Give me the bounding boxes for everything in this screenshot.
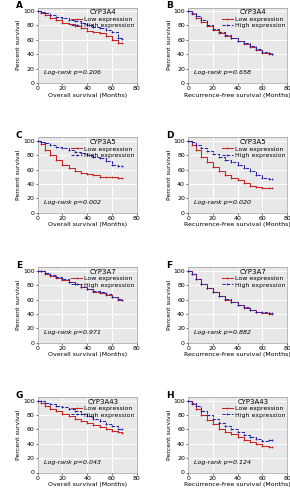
Legend: Low expression, High expression: Low expression, High expression — [221, 268, 286, 288]
Legend: Low expression, High expression: Low expression, High expression — [70, 268, 135, 288]
Text: H: H — [166, 391, 174, 400]
Text: Log-rank p=0.971: Log-rank p=0.971 — [44, 330, 101, 335]
X-axis label: Recurrence-free survival (Months): Recurrence-free survival (Months) — [184, 482, 290, 487]
Y-axis label: Percent survival: Percent survival — [167, 20, 172, 70]
Y-axis label: Percent survival: Percent survival — [167, 410, 172, 460]
Text: C: C — [16, 132, 23, 140]
Text: A: A — [16, 2, 23, 11]
Y-axis label: Percent survival: Percent survival — [17, 150, 21, 200]
Legend: Low expression, High expression: Low expression, High expression — [70, 398, 135, 418]
Text: Log-rank p=0.206: Log-rank p=0.206 — [44, 70, 101, 76]
X-axis label: Recurrence-free survival (Months): Recurrence-free survival (Months) — [184, 92, 290, 98]
X-axis label: Overall survival (Months): Overall survival (Months) — [48, 482, 127, 487]
Legend: Low expression, High expression: Low expression, High expression — [221, 8, 286, 28]
Text: D: D — [166, 132, 174, 140]
Text: F: F — [166, 261, 173, 270]
Text: Log-rank p=0.043: Log-rank p=0.043 — [44, 460, 101, 465]
Text: Log-rank p=0.658: Log-rank p=0.658 — [194, 70, 251, 76]
X-axis label: Overall survival (Months): Overall survival (Months) — [48, 352, 127, 357]
X-axis label: Overall survival (Months): Overall survival (Months) — [48, 222, 127, 228]
Legend: Low expression, High expression: Low expression, High expression — [221, 138, 286, 158]
Text: Log-rank p=0.124: Log-rank p=0.124 — [194, 460, 251, 465]
Text: E: E — [16, 261, 22, 270]
Text: Log-rank p=0.002: Log-rank p=0.002 — [44, 200, 101, 205]
Legend: Low expression, High expression: Low expression, High expression — [70, 8, 135, 28]
Y-axis label: Percent survival: Percent survival — [167, 150, 172, 200]
X-axis label: Recurrence-free survival (Months): Recurrence-free survival (Months) — [184, 352, 290, 357]
Y-axis label: Percent survival: Percent survival — [17, 20, 21, 70]
Text: B: B — [166, 2, 173, 11]
Text: Log-rank p=0.020: Log-rank p=0.020 — [194, 200, 251, 205]
X-axis label: Overall survival (Months): Overall survival (Months) — [48, 92, 127, 98]
Y-axis label: Percent survival: Percent survival — [17, 280, 21, 330]
Text: G: G — [16, 391, 23, 400]
Y-axis label: Percent survival: Percent survival — [17, 410, 21, 460]
X-axis label: Recurrence-free survival (Months): Recurrence-free survival (Months) — [184, 222, 290, 228]
Y-axis label: Percent survival: Percent survival — [167, 280, 172, 330]
Legend: Low expression, High expression: Low expression, High expression — [70, 138, 135, 158]
Text: Log-rank p=0.882: Log-rank p=0.882 — [194, 330, 251, 335]
Legend: Low expression, High expression: Low expression, High expression — [221, 398, 286, 418]
